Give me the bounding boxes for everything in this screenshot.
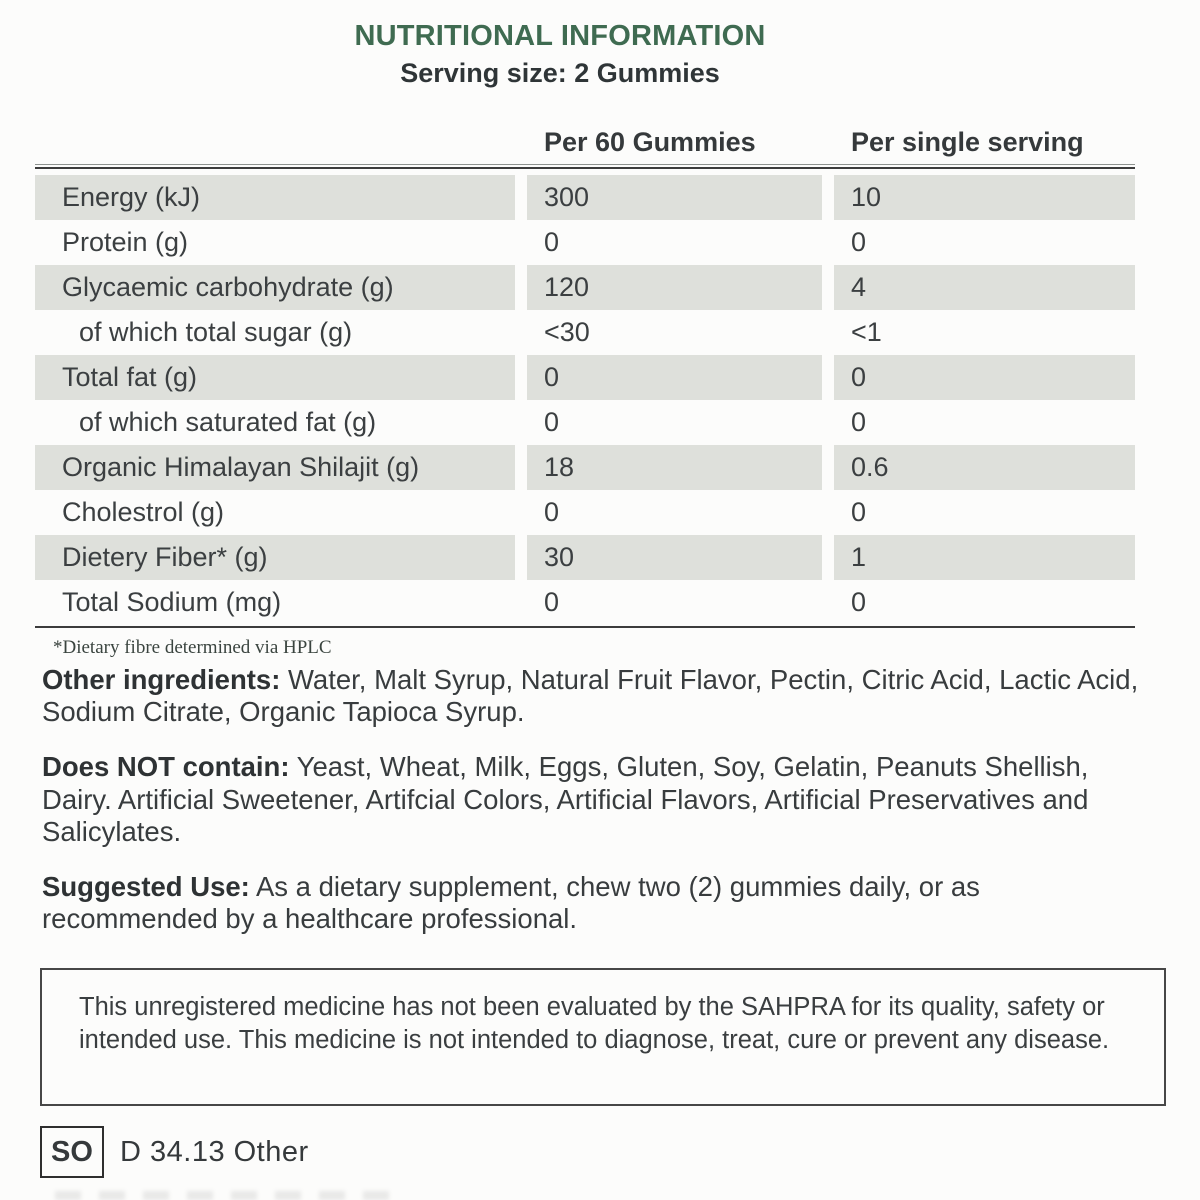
does-not-contain-text: Yeast, Wheat, Milk, Eggs, Gluten, Soy, G… xyxy=(42,751,1089,847)
table-row: Glycaemic carbohydrate (g) 120 4 xyxy=(35,265,1135,310)
row-value-per-60: 18 xyxy=(527,445,822,490)
nutrition-table-body: Energy (kJ) 300 10 Protein (g) 0 0 Glycaemic c… xyxy=(35,175,1135,625)
row-value-per-60: 0 xyxy=(544,587,560,617)
row-value-per-serving: 0.6 xyxy=(834,445,1135,490)
row-value-per-60: 120 xyxy=(527,265,822,310)
row-value-per-serving: <1 xyxy=(851,317,882,347)
row-label: Energy (kJ) xyxy=(35,175,515,220)
classification-footer: SO D 34.13 Other xyxy=(40,1126,309,1178)
row-value-per-60: 0 xyxy=(527,355,822,400)
row-value-per-60: 0 xyxy=(544,227,560,257)
does-not-contain-paragraph: Does NOT contain: Yeast, Wheat, Milk, Eg… xyxy=(42,751,1152,848)
row-label: of which saturated fat (g) xyxy=(79,407,377,437)
info-paragraphs: Other ingredients: Water, Malt Syrup, Na… xyxy=(42,664,1152,935)
row-value-per-60: 0 xyxy=(544,497,560,527)
row-value-per-serving: 4 xyxy=(834,265,1135,310)
row-label: Organic Himalayan Shilajit (g) xyxy=(35,445,515,490)
suggested-use-text: As a dietary supplement, chew two (2) gu… xyxy=(42,870,980,935)
column-header-blank xyxy=(35,158,515,164)
table-row: Organic Himalayan Shilajit (g) 18 0.6 xyxy=(35,445,1135,490)
table-row: Total Sodium (mg) 0 0 xyxy=(35,580,1135,625)
row-label: Cholestrol (g) xyxy=(62,497,225,527)
row-value-per-serving: 0 xyxy=(851,587,867,617)
schedule-text: D 34.13 Other xyxy=(120,1135,309,1168)
serving-size-subtitle: Serving size: 2 Gummies xyxy=(400,58,720,88)
other-ingredients-label: Other ingredients: xyxy=(42,664,281,695)
table-row: Protein (g) 0 0 xyxy=(35,220,1135,265)
other-ingredients-text: Water, Malt Syrup, Natural Fruit Flavor,… xyxy=(42,664,1139,728)
row-label: Total Sodium (mg) xyxy=(62,587,282,617)
suggested-use-label: Suggested Use: xyxy=(42,870,250,902)
table-header-divider xyxy=(35,164,1135,169)
row-label: Dietery Fiber* (g) xyxy=(35,535,515,580)
row-value-per-60: 300 xyxy=(527,175,822,220)
cutoff-print-artifact xyxy=(55,1191,405,1200)
table-row: Total fat (g) 0 0 xyxy=(35,355,1135,400)
table-row: of which total sugar (g) <30 <1 xyxy=(35,310,1135,355)
row-value-per-serving: 1 xyxy=(834,535,1135,580)
sahpra-disclaimer-box: This unregistered medicine has not been … xyxy=(40,968,1166,1106)
table-row: Energy (kJ) 300 10 xyxy=(35,175,1135,220)
column-header-per-60: Per 60 Gummies xyxy=(544,127,756,157)
table-bottom-divider xyxy=(35,626,1135,628)
does-not-contain-label: Does NOT contain: xyxy=(42,751,290,783)
other-ingredients-paragraph: Other ingredients: Water, Malt Syrup, Na… xyxy=(42,664,1152,728)
sahpra-disclaimer-text: This unregistered medicine has not been … xyxy=(79,993,1110,1055)
table-row: of which saturated fat (g) 0 0 xyxy=(35,400,1135,445)
row-label: Total fat (g) xyxy=(35,355,515,400)
table-footnote: *Dietary fibre determined via HPLC xyxy=(53,637,332,658)
label-header: NUTRITIONAL INFORMATION Serving size: 2 … xyxy=(35,20,1085,89)
row-value-per-60: 30 xyxy=(527,535,822,580)
nutrition-table: Per 60 Gummies Per single serving Energy… xyxy=(35,126,1135,659)
row-value-per-60: <30 xyxy=(544,317,590,347)
row-value-per-serving: 10 xyxy=(834,175,1135,220)
so-badge: SO xyxy=(40,1126,104,1178)
row-label: of which total sugar (g) xyxy=(79,317,353,347)
row-value-per-serving: 0 xyxy=(851,227,867,257)
row-label: Protein (g) xyxy=(62,227,189,257)
row-value-per-serving: 0 xyxy=(834,355,1135,400)
row-value-per-60: 0 xyxy=(544,407,560,437)
column-header-per-serving: Per single serving xyxy=(851,127,1084,157)
table-row: Dietery Fiber* (g) 30 1 xyxy=(35,535,1135,580)
suggested-use-paragraph: Suggested Use: As a dietary supplement, … xyxy=(42,871,1152,935)
nutrition-table-header: Per 60 Gummies Per single serving xyxy=(35,126,1135,164)
row-value-per-serving: 0 xyxy=(851,407,867,437)
row-value-per-serving: 0 xyxy=(851,497,867,527)
page-title: NUTRITIONAL INFORMATION xyxy=(354,20,766,52)
table-row: Cholestrol (g) 0 0 xyxy=(35,490,1135,535)
row-label: Glycaemic carbohydrate (g) xyxy=(35,265,515,310)
